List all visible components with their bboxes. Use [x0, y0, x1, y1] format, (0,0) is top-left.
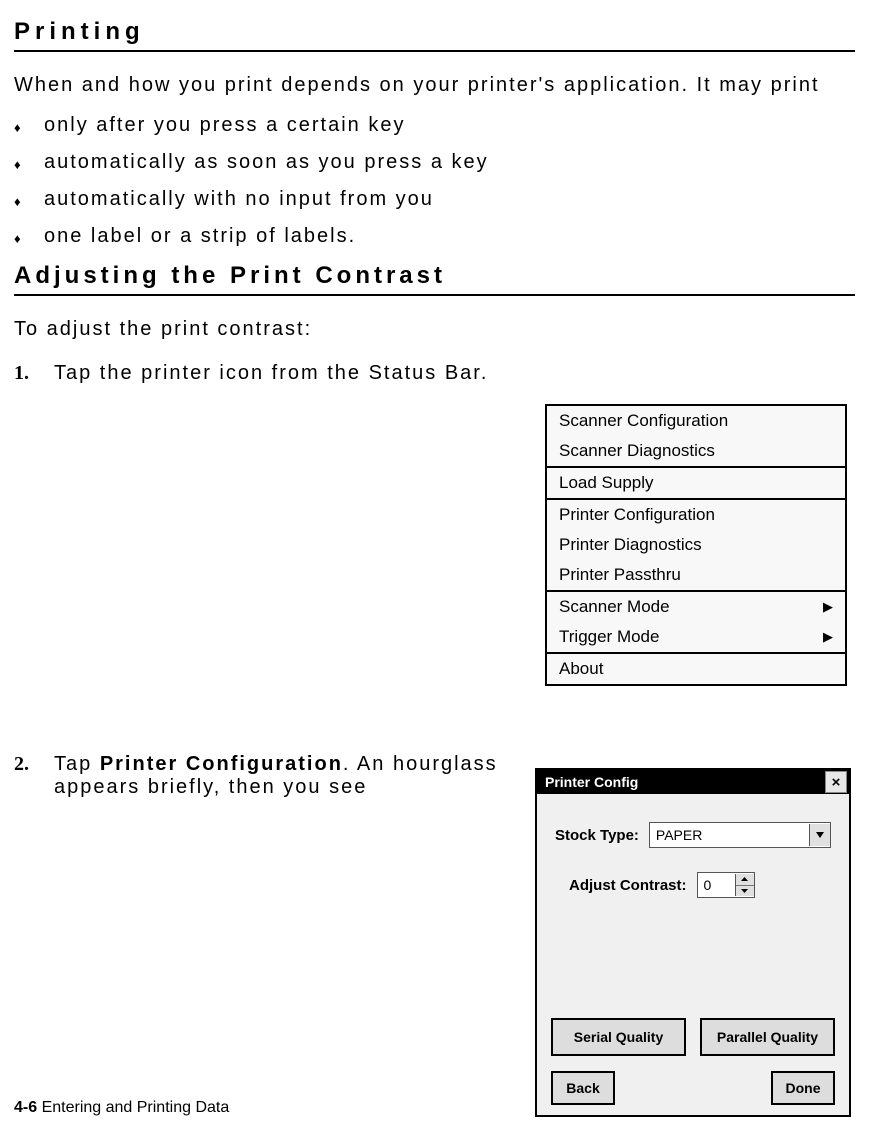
menu-label: Printer Configuration [559, 505, 715, 525]
menu-item-scanner-diag[interactable]: Scanner Diagnostics [547, 436, 845, 466]
spinner-down-icon[interactable] [736, 886, 754, 897]
menu-item-load-supply[interactable]: Load Supply [547, 468, 845, 498]
menu-item-printer-pass[interactable]: Printer Passthru [547, 560, 845, 590]
done-button[interactable]: Done [771, 1071, 835, 1105]
heading-printing: Printing [14, 18, 855, 52]
contrast-spinner[interactable]: 0 [697, 872, 755, 898]
dialog-title: Printer Config [545, 774, 638, 790]
close-icon: × [832, 774, 841, 791]
bullet-text: one label or a strip of labels. [44, 225, 356, 248]
stock-type-value: PAPER [650, 827, 809, 843]
bullet-list: ♦only after you press a certain key ♦aut… [14, 114, 855, 248]
button-label: Parallel Quality [717, 1029, 818, 1045]
contrast-row: Adjust Contrast: 0 [555, 872, 831, 898]
menu-label: Load Supply [559, 473, 654, 493]
bullet-icon: ♦ [14, 188, 44, 209]
list-item: ♦one label or a strip of labels. [14, 225, 855, 248]
contrast-value: 0 [698, 877, 735, 893]
menu-label: Trigger Mode [559, 627, 659, 647]
menu-item-scanner-mode[interactable]: Scanner Mode ▶ [547, 592, 845, 622]
adjust-intro: To adjust the print contrast: [14, 314, 855, 344]
bullet-icon: ♦ [14, 151, 44, 172]
spinner-buttons[interactable] [735, 874, 754, 896]
contrast-label: Adjust Contrast: [569, 877, 687, 894]
bullet-icon: ♦ [14, 225, 44, 246]
step-text: Tap the printer icon from the Status Bar… [54, 362, 488, 385]
menu-item-about[interactable]: About [547, 654, 845, 684]
menu-item-scanner-config[interactable]: Scanner Configuration [547, 406, 845, 436]
page-footer: 4-6 Entering and Printing Data [14, 1099, 229, 1117]
ordered-steps: 1. Tap the printer icon from the Status … [14, 362, 855, 385]
menu-label: Printer Diagnostics [559, 535, 702, 555]
serial-quality-button[interactable]: Serial Quality [551, 1018, 686, 1056]
stock-type-dropdown[interactable]: PAPER [649, 822, 831, 848]
heading-adjust-contrast: Adjusting the Print Contrast [14, 262, 855, 296]
list-item: ♦only after you press a certain key [14, 114, 855, 137]
menu-label: Scanner Configuration [559, 411, 728, 431]
step-1: 1. Tap the printer icon from the Status … [14, 362, 855, 385]
stock-type-label: Stock Type: [555, 827, 639, 844]
submenu-arrow-icon: ▶ [823, 599, 833, 615]
step-number: 1. [14, 362, 54, 385]
list-item: ♦automatically with no input from you [14, 188, 855, 211]
button-label: Back [566, 1080, 599, 1096]
printer-context-menu: Scanner Configuration Scanner Diagnostic… [545, 404, 847, 686]
submenu-arrow-icon: ▶ [823, 629, 833, 645]
dialog-titlebar: Printer Config × [537, 770, 849, 794]
step-text: Tap Printer Configuration. An hourglass … [54, 753, 514, 799]
intro-paragraph: When and how you print depends on your p… [14, 70, 855, 100]
step-number: 2. [14, 753, 54, 776]
menu-item-trigger-mode[interactable]: Trigger Mode ▶ [547, 622, 845, 652]
back-button[interactable]: Back [551, 1071, 615, 1105]
menu-label: About [559, 659, 603, 679]
button-label: Done [786, 1080, 821, 1096]
bullet-text: automatically with no input from you [44, 188, 434, 211]
close-button[interactable]: × [825, 771, 847, 793]
bullet-icon: ♦ [14, 114, 44, 135]
menu-item-printer-config[interactable]: Printer Configuration [547, 500, 845, 530]
menu-label: Scanner Mode [559, 597, 670, 617]
spinner-up-icon[interactable] [736, 874, 754, 886]
parallel-quality-button[interactable]: Parallel Quality [700, 1018, 835, 1056]
menu-label: Printer Passthru [559, 565, 681, 585]
button-label: Serial Quality [574, 1029, 663, 1045]
menu-item-printer-diag[interactable]: Printer Diagnostics [547, 530, 845, 560]
chevron-down-icon [809, 824, 830, 846]
bullet-text: only after you press a certain key [44, 114, 405, 137]
bullet-text: automatically as soon as you press a key [44, 151, 489, 174]
list-item: ♦automatically as soon as you press a ke… [14, 151, 855, 174]
menu-label: Scanner Diagnostics [559, 441, 715, 461]
stock-type-row: Stock Type: PAPER [555, 822, 831, 848]
printer-config-dialog: Printer Config × Stock Type: PAPER Adjus… [535, 768, 851, 1117]
